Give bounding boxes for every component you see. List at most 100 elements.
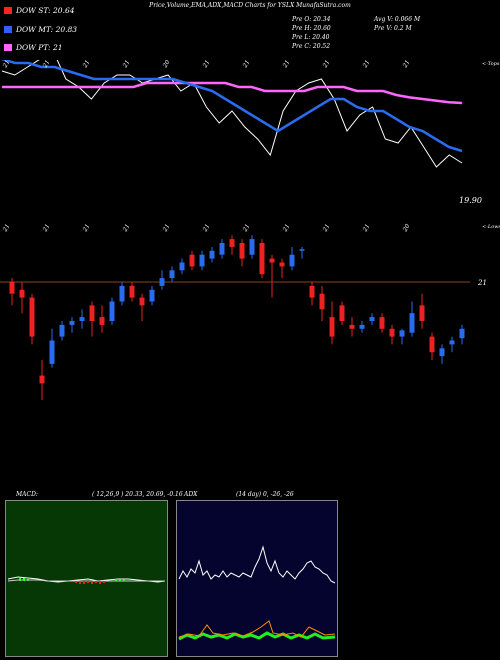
candle-body [179,262,185,271]
candle-body [459,328,465,339]
adx-chart [178,545,336,641]
adx-panel [176,500,338,657]
candle-body [159,278,165,286]
legend-swatch-mt [4,26,12,33]
legend-dow-mt: DOW MT: 20.83 [4,25,77,34]
adx-label: ADX [184,491,198,498]
macd-label: MACD: [16,491,38,498]
low-label: 21 [1,223,11,234]
close-line [1,60,463,168]
candle-body [299,249,305,251]
plus-di-line [178,631,336,641]
last-price-label: 19.90 [459,196,482,205]
low-label: 21 [281,223,291,234]
candle-body [379,317,385,329]
candle-body [99,317,105,325]
candle-body [39,375,45,384]
legend-text-pt: DOW PT: 21 [16,43,63,52]
top-label: 21 [361,60,371,70]
candle-body [59,324,65,337]
top-label: 21 [281,60,291,70]
candle-body [269,258,275,263]
candle-body [329,317,335,337]
candle-body [49,340,55,364]
top-label: 21 [1,60,11,70]
candle-body [339,305,345,321]
candle-body [139,297,145,306]
adx-line [178,545,336,584]
low-label: 21 [201,223,211,234]
chart-title: Price,Volume,EMA,ADX,MACD Charts for YSL… [149,2,351,9]
ema-short-line [1,60,463,153]
candle-body [29,297,35,337]
legend-text-mt: DOW MT: 20.83 [16,25,78,34]
candle-body [79,317,85,321]
candle-body [279,262,285,267]
top-label: 21 [81,60,91,70]
candle-body [209,250,215,259]
macd-panel [5,500,168,657]
candle-body [149,289,155,302]
candle-body [169,270,175,279]
minus-di-line [178,620,336,638]
legend-dow-pt: DOW PT: 21 [4,43,63,52]
low-label: 21 [321,223,331,234]
low-label: 21 [41,223,51,234]
candle-body [319,293,325,310]
top-label: 20 [161,60,171,70]
stat-high: Pre H: 20.60 [292,25,331,32]
candle-body [249,239,255,255]
macd-histogram-red [75,581,105,584]
candle-body [219,243,225,255]
level-label: 21 [477,279,487,287]
candle-body [439,348,445,357]
candle-body [119,285,125,302]
stat-low: Pre L: 20.40 [292,34,330,41]
top-label: 21 [241,60,251,70]
candle-body [349,324,355,329]
stat-close: Pre C: 20.52 [292,43,331,50]
top-label: 21 [401,60,411,70]
legend-text-st: DOW ST: 20.64 [16,6,75,15]
low-label: 21 [81,223,91,234]
tops-label: <-Tops [482,61,500,67]
top-label: 21 [121,60,131,70]
candle-body [259,243,265,275]
candle-body [199,254,205,267]
candle-body [189,254,195,267]
candle-body [129,285,135,298]
top-label: 21 [41,60,51,70]
candle-body [409,313,415,333]
candle-body [399,330,405,337]
macd-histogram-green [19,578,125,581]
lows-label: <-Lows [482,224,500,230]
candle-body [229,239,235,247]
stat-pre-volume: Pre V: 0.2 M [374,25,412,32]
low-label: 21 [121,223,131,234]
candle-body [369,317,375,321]
candle-body [449,340,455,345]
candle-body [289,254,295,267]
candle-body [389,328,395,337]
top-label: 21 [201,60,211,70]
price-chart: 21 21 21 21 20 21 21 21 21 21 21 21 21 21 21 21 21 21 21 21… [0,60,500,400]
candle-body [109,301,115,321]
candle-body [69,321,75,325]
low-label: 21 [161,223,171,234]
candle-body [309,285,315,298]
low-label: 21 [361,223,371,234]
stat-open: Pre O: 20.34 [292,16,331,23]
legend-swatch-pt [4,44,12,51]
candle-body [359,324,365,329]
low-label: 21 [241,223,251,234]
legend-dow-st: DOW ST: 20.64 [4,6,75,15]
adx-values: (14 day) 0, -26, -26 [236,491,294,498]
candle-body [429,336,435,353]
candle-body [19,289,25,298]
candle-body [9,282,15,294]
ema-long-line [2,81,463,105]
candle-body [239,243,245,259]
stat-avg-volume: Avg V: 0.066 M [374,16,421,23]
legend-swatch-st [4,7,12,14]
macd-line [7,576,166,583]
